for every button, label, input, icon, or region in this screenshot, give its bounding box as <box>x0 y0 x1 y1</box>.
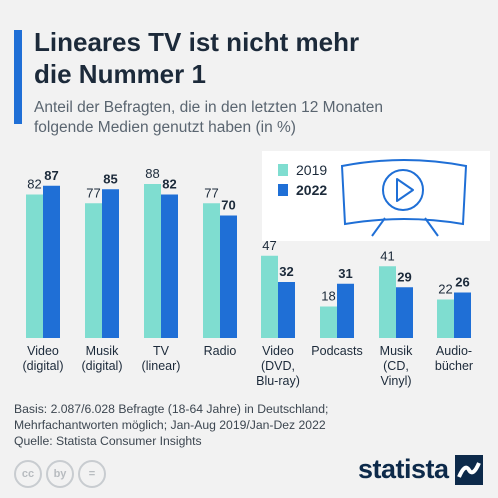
bar-2019-0 <box>26 194 43 338</box>
bar-2019-5 <box>320 306 337 338</box>
category-label-6-0: Musik <box>380 344 413 358</box>
category-label-4-1: (DVD, <box>261 359 295 373</box>
category-label-0-1: (digital) <box>23 359 64 373</box>
bar-2022-1 <box>102 189 119 338</box>
value-label-2022-0: 87 <box>44 168 58 183</box>
value-label-2022-1: 85 <box>103 171 117 186</box>
subtitle-line-2: folgende Medien genutzt haben (in %) <box>34 119 296 136</box>
chart-title: Lineares TV ist nicht mehr die Nummer 1 <box>34 26 474 90</box>
category-label-6-2: Vinyl) <box>380 374 411 388</box>
bar-2019-2 <box>144 184 161 338</box>
category-label-0-0: Video <box>27 344 59 358</box>
category-label-2-1: (linear) <box>142 359 181 373</box>
value-label-2019-0: 82 <box>27 177 41 192</box>
title-line-1: Lineares TV ist nicht mehr <box>34 27 360 57</box>
no-derivatives-icon[interactable]: = <box>78 460 106 488</box>
value-label-2019-7: 22 <box>438 282 452 297</box>
category-label-7-0: Audio- <box>436 344 472 358</box>
tv-play-icon <box>340 159 468 237</box>
value-label-2019-3: 77 <box>204 185 218 200</box>
category-label-5-0: Podcasts <box>311 344 362 358</box>
footer-line-source: Quelle: Statista Consumer Insights <box>14 434 202 448</box>
legend-item-2022: 2022 <box>278 180 327 200</box>
bar-2022-2 <box>161 194 178 338</box>
category-label-7-1: bücher <box>435 359 473 373</box>
legend-label-2022: 2022 <box>296 182 328 198</box>
bars-group: 8287Video(digital)7785Musik(digital)8882… <box>23 166 474 388</box>
bar-2019-7 <box>437 299 454 338</box>
bar-2019-3 <box>203 203 220 338</box>
value-label-2019-2: 88 <box>145 166 159 181</box>
legend-swatch-2019 <box>278 164 288 176</box>
value-label-2019-1: 77 <box>86 185 100 200</box>
category-label-1-1: (digital) <box>82 359 123 373</box>
value-label-2022-3: 70 <box>221 198 235 213</box>
chart-subtitle: Anteil der Befragten, die in den letzten… <box>34 98 474 138</box>
category-label-3-0: Radio <box>204 344 237 358</box>
bar-2019-4 <box>261 255 278 338</box>
value-label-2022-2: 82 <box>162 177 176 192</box>
statista-logo-icon <box>454 454 483 485</box>
value-label-2022-6: 29 <box>397 269 411 284</box>
statista-logo[interactable]: statista <box>358 454 483 485</box>
legend-swatch-2022 <box>278 184 288 196</box>
bar-2022-4 <box>278 282 295 338</box>
footer-notes: Basis: 2.087/6.028 Befragte (18-64 Jahre… <box>14 401 414 449</box>
bar-2022-3 <box>220 215 237 338</box>
bar-2022-0 <box>43 185 60 338</box>
legend: 2019 2022 <box>278 160 327 200</box>
footer-line-multiple: Mehrfachantworten möglich; Jan-Aug 2019/… <box>14 418 326 432</box>
license-icons: cc by = <box>14 460 106 488</box>
cc-icon[interactable]: cc <box>14 460 42 488</box>
attribution-icon[interactable]: by <box>46 460 74 488</box>
bar-2019-6 <box>379 266 396 338</box>
value-label-2022-5: 31 <box>338 266 352 281</box>
title-accent-bar <box>14 30 22 124</box>
category-label-2-0: TV <box>153 344 170 358</box>
title-line-2: die Nummer 1 <box>34 59 206 89</box>
category-label-4-2: Blu-ray) <box>256 374 300 388</box>
legend-item-2019: 2019 <box>278 160 327 180</box>
footer-line-basis: Basis: 2.087/6.028 Befragte (18-64 Jahre… <box>14 402 329 416</box>
bar-2022-6 <box>396 287 413 338</box>
value-label-2019-6: 41 <box>380 248 394 263</box>
bar-2022-7 <box>454 292 471 338</box>
value-label-2019-4: 47 <box>262 238 276 253</box>
category-label-1-0: Musik <box>86 344 119 358</box>
value-label-2022-7: 26 <box>455 275 469 290</box>
subtitle-line-1: Anteil der Befragten, die in den letzten… <box>34 99 383 116</box>
bar-2022-5 <box>337 283 354 338</box>
legend-label-2019: 2019 <box>296 162 328 178</box>
value-label-2019-5: 18 <box>321 289 335 304</box>
value-label-2022-4: 32 <box>279 264 293 279</box>
category-label-6-1: (CD, <box>383 359 409 373</box>
brand-name: statista <box>358 454 449 484</box>
category-label-4-0: Video <box>262 344 294 358</box>
bar-2019-1 <box>85 203 102 338</box>
